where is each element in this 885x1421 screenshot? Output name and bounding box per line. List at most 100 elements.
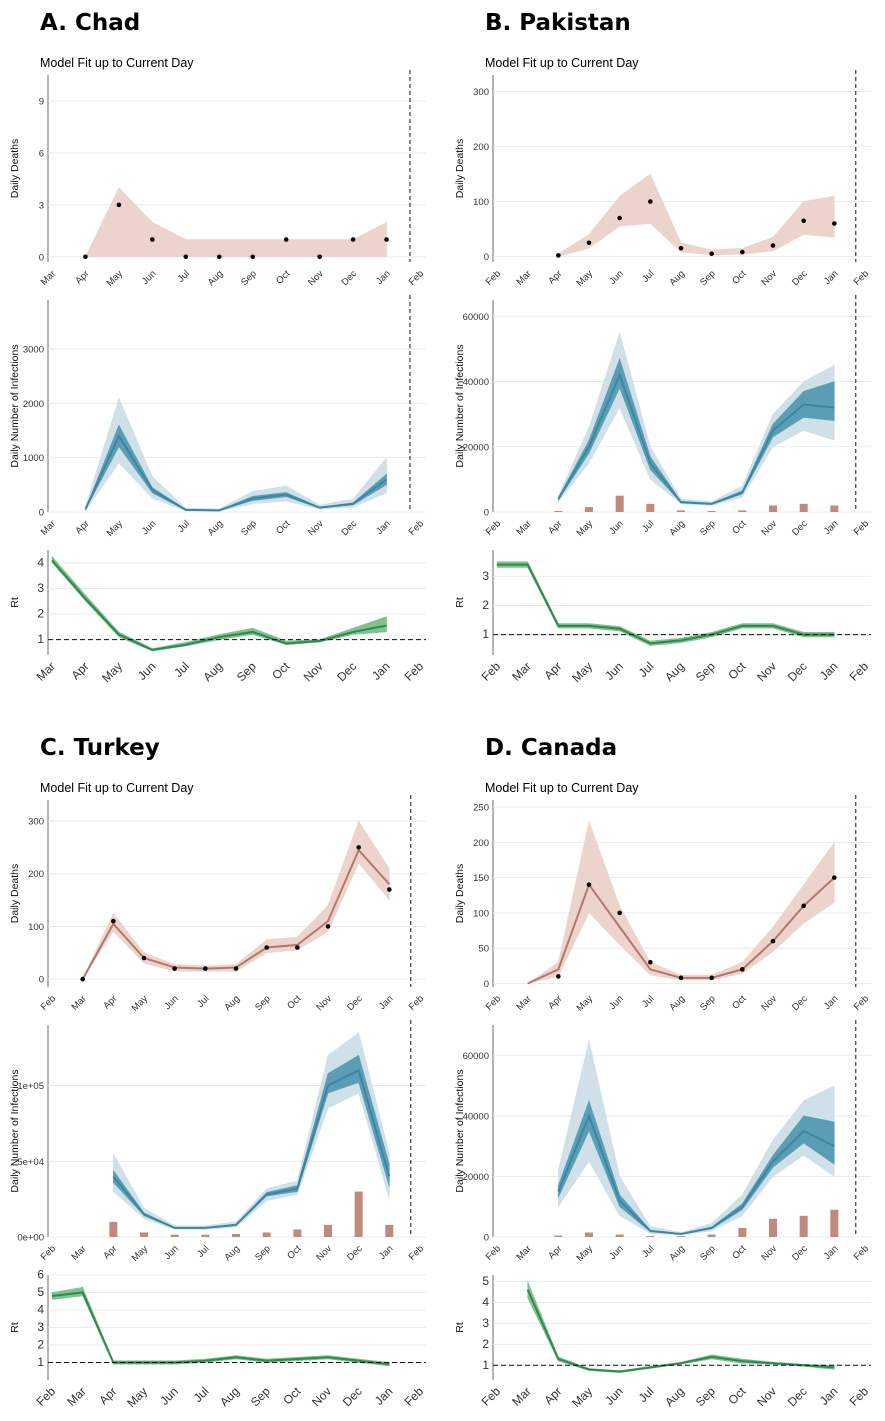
x-tick-label: Jun	[607, 518, 626, 537]
x-tick-label: Dec	[790, 993, 810, 1013]
x-tick-label: May	[575, 518, 596, 539]
x-tick-label: Feb	[484, 518, 503, 537]
x-tick-label: Feb	[852, 993, 871, 1012]
bar	[170, 1234, 179, 1237]
bar	[646, 503, 655, 512]
x-tick-label: Apr	[541, 659, 564, 682]
y-tick-label: 5	[482, 1274, 489, 1288]
band	[352, 221, 387, 258]
x-tick-label: Dec	[790, 268, 810, 288]
x-tick-label: Aug	[667, 518, 687, 538]
y-tick-label: 250	[473, 803, 489, 814]
band	[252, 239, 287, 258]
bar	[385, 1224, 394, 1237]
y-axis-label: Daily Number of Infections	[9, 1069, 21, 1192]
line	[112, 1069, 391, 1229]
x-tick-label: Feb	[407, 518, 426, 537]
bar	[707, 1234, 716, 1237]
y-tick-label: 2000	[23, 399, 44, 410]
x-tick-label: Feb	[479, 659, 504, 684]
x-tick-label: Sep	[239, 518, 259, 538]
x-tick-label: Feb	[39, 1243, 58, 1262]
panel-subtitle: Model Fit up to Current Day	[40, 56, 194, 70]
x-tick-label: Sep	[239, 268, 259, 288]
x-tick-label: Feb	[402, 1384, 427, 1409]
bar	[554, 1235, 563, 1237]
bar	[615, 495, 624, 512]
x-tick-label: May	[569, 659, 595, 685]
y-tick-label: 9	[39, 96, 44, 107]
y-tick-label: 1000	[23, 453, 44, 464]
y-axis-label: Daily Deaths	[9, 864, 21, 924]
band	[85, 187, 120, 258]
y-tick-label: 2	[482, 598, 489, 612]
panel-title: A. Chad	[40, 10, 140, 36]
band	[772, 200, 804, 252]
x-tick-label: Nov	[306, 518, 326, 538]
x-tick-label: Mar	[39, 268, 58, 287]
point	[356, 845, 361, 850]
bar	[830, 505, 839, 512]
x-tick-label: Jul	[191, 1384, 212, 1405]
x-tick-label: Feb	[484, 1243, 503, 1262]
x-tick-label: Jul	[195, 1243, 211, 1259]
y-axis-label: Daily Deaths	[9, 139, 21, 199]
point	[111, 918, 116, 924]
bar	[585, 507, 593, 512]
x-tick-label: Jun	[135, 659, 159, 683]
x-tick-label: Apr	[101, 993, 119, 1011]
x-tick-label: Jun	[157, 1384, 181, 1408]
y-tick-label: 3	[37, 581, 44, 595]
point	[648, 199, 653, 204]
point	[295, 945, 300, 950]
x-tick-label: Oct	[280, 1384, 304, 1408]
bar	[109, 1221, 118, 1237]
x-tick-label: May	[575, 1243, 596, 1264]
point	[350, 237, 356, 242]
x-tick-label: Jun	[602, 1384, 626, 1408]
point	[250, 254, 256, 260]
y-axis-label: Rt	[9, 597, 21, 608]
bar	[707, 511, 716, 512]
y-tick-label: 200	[473, 838, 489, 849]
band	[152, 221, 187, 258]
x-tick-label: Mar	[514, 518, 533, 537]
y-tick-label: 100	[473, 197, 489, 208]
line	[557, 372, 835, 505]
band	[650, 173, 682, 253]
y-tick-label: 50	[478, 944, 489, 955]
y-tick-label: 100	[473, 908, 489, 919]
x-tick-label: May	[105, 518, 126, 539]
x-tick-label: Oct	[274, 268, 292, 286]
y-tick-label: 2	[37, 1338, 44, 1352]
x-tick-label: Aug	[662, 659, 687, 684]
x-tick-label: Apr	[546, 518, 564, 536]
x-tick-label: Dec	[790, 1243, 810, 1263]
x-tick-label: Feb	[847, 659, 872, 684]
y-axis-label: Daily Deaths	[454, 139, 466, 199]
x-tick-label: Apr	[546, 993, 564, 1011]
x-tick-label: Apr	[73, 268, 91, 286]
band	[742, 236, 774, 255]
point	[325, 924, 331, 929]
x-tick-label: Apr	[541, 1384, 564, 1407]
y-tick-label: 5e+04	[17, 1157, 44, 1168]
y-axis-label: Daily Number of Infections	[9, 344, 21, 467]
point	[83, 254, 88, 260]
y-tick-label: 20000	[463, 442, 489, 453]
point	[264, 945, 269, 950]
x-tick-label: May	[130, 1243, 151, 1264]
x-tick-label: Jan	[817, 659, 841, 683]
y-tick-label: 6	[37, 1268, 44, 1282]
x-tick-label: Dec	[785, 1384, 810, 1409]
x-tick-label: Jun	[607, 1243, 626, 1262]
x-tick-label: Aug	[667, 993, 687, 1013]
x-tick-label: Jan	[374, 518, 393, 537]
x-tick-label: Feb	[852, 268, 871, 287]
point	[832, 875, 837, 880]
x-tick-label: Mar	[514, 268, 533, 287]
x-tick-label: Feb	[407, 268, 426, 287]
x-tick-label: Sep	[698, 993, 718, 1013]
x-tick-label: Jun	[602, 659, 626, 683]
